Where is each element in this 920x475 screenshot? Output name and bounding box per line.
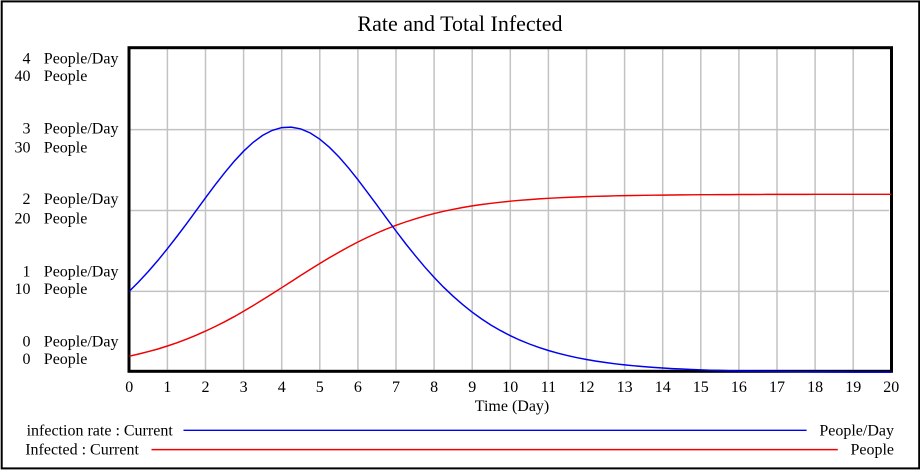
svg-text:2: 2 <box>23 191 31 208</box>
svg-text:People: People <box>44 281 88 298</box>
svg-text:People/Day: People/Day <box>44 191 119 208</box>
svg-text:20: 20 <box>15 211 31 228</box>
svg-text:19: 19 <box>845 379 861 396</box>
svg-text:1: 1 <box>163 379 171 396</box>
svg-text:1: 1 <box>23 264 31 281</box>
svg-text:30: 30 <box>15 139 31 156</box>
svg-text:Time (Day): Time (Day) <box>475 398 550 415</box>
svg-text:People/Day: People/Day <box>44 334 119 351</box>
svg-text:7: 7 <box>392 379 400 396</box>
svg-text:11: 11 <box>541 379 556 396</box>
svg-text:17: 17 <box>769 379 785 396</box>
svg-text:20: 20 <box>883 379 899 396</box>
svg-text:5: 5 <box>316 379 324 396</box>
svg-text:People/Day: People/Day <box>44 121 119 138</box>
svg-text:2: 2 <box>202 379 210 396</box>
svg-text:People: People <box>44 68 88 85</box>
svg-text:8: 8 <box>430 379 438 396</box>
svg-text:Infected : Current: Infected : Current <box>25 441 139 458</box>
svg-text:People/Day: People/Day <box>819 423 894 440</box>
svg-text:6: 6 <box>354 379 362 396</box>
svg-text:3: 3 <box>23 121 31 138</box>
svg-text:3: 3 <box>240 379 248 396</box>
svg-text:14: 14 <box>655 379 671 396</box>
svg-text:Rate and Total Infected: Rate and Total Infected <box>357 11 562 36</box>
svg-text:16: 16 <box>731 379 747 396</box>
svg-text:0: 0 <box>23 334 31 351</box>
svg-text:infection rate : Current: infection rate : Current <box>27 423 174 440</box>
svg-text:People/Day: People/Day <box>44 264 119 281</box>
svg-text:10: 10 <box>502 379 518 396</box>
svg-text:15: 15 <box>693 379 709 396</box>
svg-text:People: People <box>44 351 88 368</box>
svg-text:18: 18 <box>807 379 823 396</box>
svg-text:13: 13 <box>617 379 633 396</box>
svg-text:12: 12 <box>579 379 595 396</box>
svg-text:40: 40 <box>15 68 31 85</box>
svg-text:0: 0 <box>125 379 133 396</box>
svg-text:People: People <box>44 211 88 228</box>
svg-text:People/Day: People/Day <box>44 50 119 67</box>
svg-text:People: People <box>850 441 894 458</box>
svg-text:0: 0 <box>23 351 31 368</box>
svg-text:4: 4 <box>23 50 31 67</box>
svg-text:4: 4 <box>278 379 286 396</box>
svg-text:10: 10 <box>15 281 31 298</box>
svg-text:9: 9 <box>468 379 476 396</box>
svg-text:People: People <box>44 139 88 156</box>
